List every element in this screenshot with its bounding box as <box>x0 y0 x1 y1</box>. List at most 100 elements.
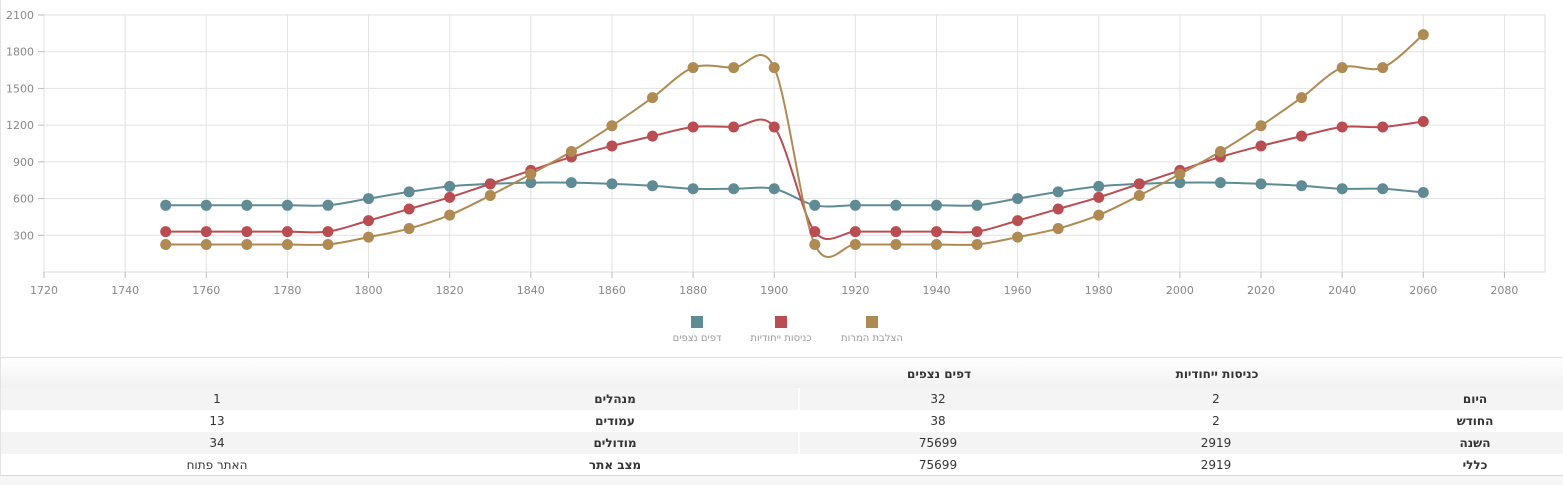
data-point-unique-visits <box>647 130 659 142</box>
row-side-value: 34 <box>209 436 225 450</box>
data-point-page-views <box>606 178 618 190</box>
y-tick-label: 300 <box>13 229 34 242</box>
data-point-conversions <box>444 209 456 221</box>
data-point-conversions <box>606 120 618 132</box>
row-side-value: האתר פתוח <box>186 458 248 472</box>
legend-item-page-views[interactable]: דפים נצפים <box>617 316 777 344</box>
data-point-page-views <box>1377 183 1389 195</box>
data-point-conversions <box>200 238 212 250</box>
row-unique-value: 2 <box>1212 392 1220 406</box>
x-tick-label: 1780 <box>273 284 301 297</box>
header-page-views: דפים נצפים <box>906 367 972 381</box>
data-point-conversions <box>241 238 253 250</box>
data-point-conversions <box>322 238 334 250</box>
data-point-page-views <box>849 199 861 211</box>
data-point-page-views <box>1052 186 1064 198</box>
data-point-conversions <box>890 238 902 250</box>
data-point-conversions <box>525 168 537 180</box>
data-point-conversions <box>809 238 821 250</box>
x-tick-label: 1840 <box>517 284 545 297</box>
y-tick-label: 1800 <box>6 46 34 59</box>
x-tick-label: 1960 <box>1004 284 1032 297</box>
data-point-page-views <box>444 180 456 192</box>
series-line-conversions <box>165 33 1424 259</box>
data-point-conversions <box>768 62 780 74</box>
data-point-unique-visits <box>1133 178 1145 190</box>
row-side-value: 1 <box>213 392 221 406</box>
x-tick-label: 1900 <box>760 284 788 297</box>
data-point-unique-visits <box>484 178 496 190</box>
data-point-page-views <box>322 199 334 211</box>
data-point-conversions <box>1133 190 1145 202</box>
data-point-unique-visits <box>1052 203 1064 215</box>
table-row: החודש 2 38 עמודים 13 <box>1 410 1563 432</box>
data-point-page-views <box>1417 186 1429 198</box>
data-point-conversions <box>1417 29 1429 41</box>
legend-label-conversions: הצלבת המרות <box>841 333 903 344</box>
data-point-conversions <box>1052 223 1064 235</box>
data-point-unique-visits <box>363 215 375 227</box>
data-point-unique-visits <box>971 226 983 238</box>
row-side-value: 13 <box>209 414 225 428</box>
legend-swatch-page-views <box>691 316 703 328</box>
x-tick-label: 1740 <box>111 284 139 297</box>
data-point-page-views <box>1093 180 1105 192</box>
x-tick-label: 1820 <box>436 284 464 297</box>
table-row: כללי 2919 75699 מצב אתר האתר פתוח <box>1 454 1563 476</box>
legend-label-unique-visits: כניסות ייחודיות <box>750 333 812 344</box>
data-point-unique-visits <box>606 140 618 152</box>
data-point-page-views <box>930 199 942 211</box>
row-unique-value: 2 <box>1212 414 1220 428</box>
y-tick-label: 900 <box>13 156 34 169</box>
data-point-page-views <box>809 199 821 211</box>
data-point-unique-visits <box>1093 191 1105 203</box>
data-point-unique-visits <box>768 121 780 133</box>
data-point-page-views <box>525 177 537 189</box>
header-unique-visits: כניסות ייחודיות <box>1175 367 1259 381</box>
data-point-page-views <box>1336 183 1348 195</box>
plot-area-border <box>43 14 1546 273</box>
data-point-conversions <box>687 62 699 74</box>
data-point-page-views <box>1296 180 1308 192</box>
data-point-unique-visits <box>444 191 456 203</box>
row-period-label: כללי <box>1462 458 1488 472</box>
row-period-label: החודש <box>1456 414 1494 428</box>
row-views-value: 38 <box>930 414 946 428</box>
row-period-label: היום <box>1462 392 1488 406</box>
data-point-unique-visits <box>322 226 334 238</box>
row-unique-value: 2919 <box>1200 436 1232 450</box>
row-side-label: מנהלים <box>594 392 636 406</box>
x-tick-label: 1920 <box>841 284 869 297</box>
data-point-unique-visits <box>1012 215 1024 227</box>
table-row: היום 2 32 מנהלים 1 <box>1 388 1563 410</box>
legend-swatch-conversions <box>866 316 878 328</box>
data-point-unique-visits <box>930 226 942 238</box>
legend-item-unique-visits[interactable]: כניסות ייחודיות <box>701 316 861 344</box>
data-point-page-views <box>200 199 212 211</box>
row-period-label: השנה <box>1459 436 1491 450</box>
data-point-conversions <box>1093 209 1105 221</box>
series-line-unique-visits <box>165 118 1424 240</box>
traffic-chart-panel: 1720 1740 1760 1780 1800 1820 1840 1860 1880 1900… <box>0 0 1563 356</box>
data-point-unique-visits <box>1417 115 1429 127</box>
series-line-page-views <box>165 181 1424 208</box>
data-point-conversions <box>1214 145 1226 157</box>
data-point-conversions <box>484 190 496 202</box>
data-point-conversions <box>647 92 659 104</box>
data-point-unique-visits <box>890 226 902 238</box>
x-tick-label: 1940 <box>922 284 950 297</box>
table-row: השנה 2919 75699 מודולים 34 <box>1 432 1563 454</box>
data-point-page-views <box>768 183 780 195</box>
data-point-conversions <box>1174 168 1186 180</box>
row-views-value: 75699 <box>918 436 958 450</box>
x-tick-label: 2040 <box>1328 284 1356 297</box>
data-point-unique-visits <box>809 226 821 238</box>
data-point-unique-visits <box>1377 121 1389 133</box>
data-point-page-views <box>363 193 375 205</box>
data-point-unique-visits <box>241 226 253 238</box>
data-point-unique-visits <box>1255 140 1267 152</box>
data-point-page-views <box>1255 178 1267 190</box>
legend-item-conversions[interactable]: הצלבת המרות <box>792 316 952 344</box>
chart-legend: דפים נצפים כניסות ייחודיות הצלבת המרות <box>1 316 1563 346</box>
x-tick-label: 1880 <box>679 284 707 297</box>
